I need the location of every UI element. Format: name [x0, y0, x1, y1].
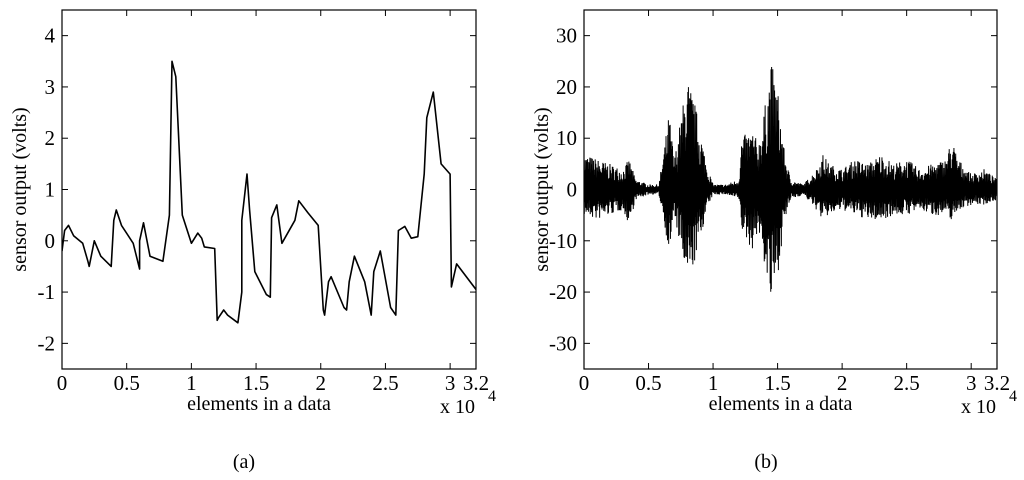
chart-b-x-multiplier-exponent: 4 [1009, 388, 1017, 405]
chart-b-x-tick-label: 0 [579, 371, 590, 395]
chart-a-x-multiplier-exponent: 4 [488, 388, 496, 405]
chart-b-y-tick-label: 10 [556, 126, 577, 150]
chart-b-y-axis-label: sensor output (volts) [531, 107, 553, 271]
chart-b-y-tick-label: -20 [549, 280, 577, 304]
chart-b-y-tick-label: -10 [549, 229, 577, 253]
chart-a-x-tick-label: 1 [186, 371, 197, 395]
chart-a-x-tick-label: 2 [316, 371, 327, 395]
chart-a-x-multiplier: x 10 [440, 396, 475, 418]
chart-b-y-tick-label: 20 [556, 75, 577, 99]
chart-a-x-tick-label: 3 [445, 371, 456, 395]
chart-a-x-tick-label: 0.5 [114, 371, 140, 395]
chart-b-x-tick-label: 0.5 [635, 371, 661, 395]
chart-a-plot-frame [61, 9, 477, 370]
chart-b-x-tick-label: 1.5 [764, 371, 790, 395]
chart-panel-b: 0 0.5 1 1.5 2 2.5 3 3.2 -30 -20 -10 0 10 20 30 elements… [531, 9, 1017, 473]
chart-b-x-tick-label: 2.5 [894, 371, 920, 395]
chart-a-y-tick-label: 3 [45, 75, 56, 99]
chart-a-series-line [62, 60, 476, 324]
chart-a-y-axis-label: sensor output (volts) [9, 107, 31, 271]
chart-b-panel-label: (b) [754, 451, 777, 473]
chart-a-x-tick-label: 3.2 [463, 371, 489, 395]
chart-a-panel-label: (a) [233, 451, 255, 473]
chart-b-y-tick-label: 30 [556, 24, 577, 48]
chart-b-x-tick-label: 3.2 [984, 371, 1010, 395]
chart-a-y-tick-label: -2 [38, 331, 56, 355]
chart-b-x-axis-label: elements in a data [709, 393, 853, 415]
chart-a-x-tick-label: 0 [57, 371, 68, 395]
chart-b-x-multiplier: x 10 [961, 396, 996, 418]
chart-b-y-tick-label: 0 [567, 178, 578, 202]
chart-a-y-tick-label: 0 [45, 229, 56, 253]
chart-b-signal-trace [584, 66, 997, 292]
chart-a-y-tick-label: 4 [45, 24, 56, 48]
chart-a-x-tick-label: 2.5 [372, 371, 398, 395]
chart-a-y-tick-label: 1 [45, 178, 56, 202]
chart-a-y-tick-label: -1 [38, 280, 56, 304]
chart-b-x-tick-label: 2 [837, 371, 848, 395]
chart-b-x-tick-label: 3 [966, 371, 977, 395]
chart-a-x-tick-label: 1.5 [243, 371, 269, 395]
chart-panel-a: 0 0.5 1 1.5 2 2.5 3 3.2 -2 -1 0 1 2 3 4 elements in a d… [9, 9, 496, 473]
chart-a-x-axis-label: elements in a data [187, 393, 331, 415]
chart-b-x-tick-label: 1 [708, 371, 719, 395]
chart-a-y-tick-label: 2 [45, 126, 56, 150]
chart-b-y-tick-label: -30 [549, 331, 577, 355]
